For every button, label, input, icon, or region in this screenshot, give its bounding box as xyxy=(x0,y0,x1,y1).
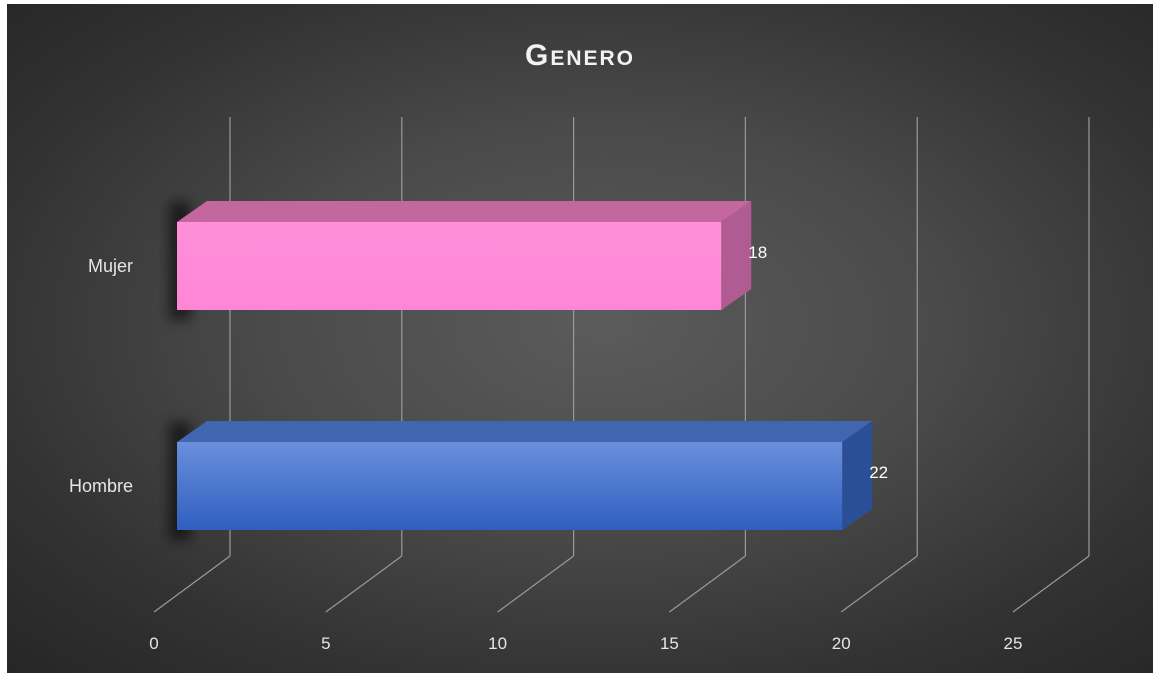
bar-side-hombre xyxy=(842,421,873,530)
data-label-mujer: 18 xyxy=(748,243,767,262)
floor-gridline xyxy=(497,555,574,613)
bar-side-mujer xyxy=(721,201,752,310)
x-tick-label: 0 xyxy=(149,634,158,653)
x-tick-label: 15 xyxy=(660,634,679,653)
bar-mujer xyxy=(177,222,722,310)
x-tick-label: 25 xyxy=(1004,634,1023,653)
bar-top-mujer xyxy=(177,201,752,222)
floor-gridline xyxy=(840,555,918,613)
chart-title: Genero xyxy=(525,39,635,72)
floor-gridline xyxy=(1012,555,1090,613)
x-tick-label: 20 xyxy=(832,634,851,653)
floor-gridline xyxy=(153,555,231,613)
x-tick-label: 10 xyxy=(488,634,507,653)
x-tick-label: 5 xyxy=(321,634,330,653)
floor-gridline xyxy=(325,555,403,613)
bar-top-hombre xyxy=(177,421,873,442)
data-label-hombre: 22 xyxy=(869,463,888,482)
bar-chart: Genero 0 5 10 15 20 25 Mujer 18 Hombre 22 xyxy=(69,39,1090,653)
category-label-mujer: Mujer xyxy=(88,256,133,276)
floor-gridline xyxy=(669,555,746,613)
category-label-hombre: Hombre xyxy=(69,476,133,496)
chart-area: Genero 0 5 10 15 20 25 Mujer 18 Hombre 22 xyxy=(7,4,1153,673)
bar-hombre xyxy=(177,442,843,530)
